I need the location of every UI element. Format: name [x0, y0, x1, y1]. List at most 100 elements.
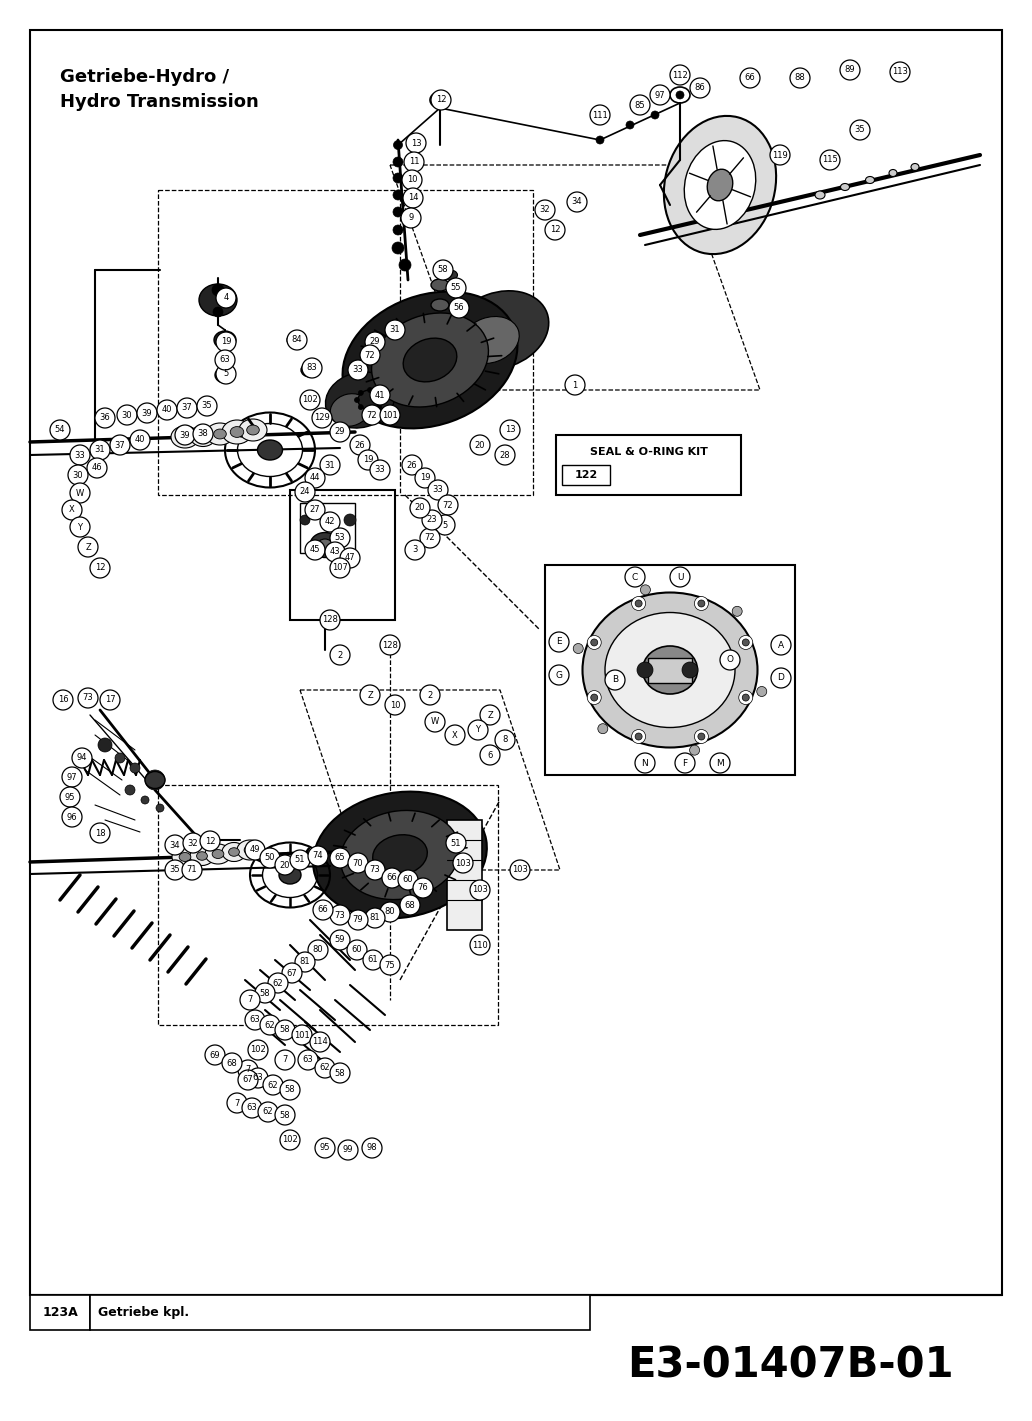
Circle shape	[445, 725, 465, 745]
Text: 20: 20	[475, 441, 485, 449]
Circle shape	[739, 635, 752, 649]
Text: 58: 58	[280, 1026, 290, 1034]
Text: Z: Z	[487, 710, 493, 719]
Ellipse shape	[343, 291, 517, 428]
Text: 107: 107	[332, 564, 348, 573]
Text: 28: 28	[499, 450, 510, 459]
Circle shape	[449, 298, 469, 318]
Circle shape	[275, 1020, 295, 1040]
Text: 20: 20	[415, 503, 425, 513]
Text: 68: 68	[405, 901, 415, 909]
Text: W: W	[76, 489, 85, 497]
Ellipse shape	[431, 279, 449, 291]
Circle shape	[215, 350, 235, 369]
Circle shape	[470, 435, 490, 455]
Text: 7: 7	[283, 1056, 288, 1064]
Circle shape	[245, 840, 265, 860]
Circle shape	[330, 905, 350, 925]
Text: 13: 13	[411, 138, 421, 148]
Text: 27: 27	[310, 506, 320, 514]
Ellipse shape	[247, 425, 259, 435]
Text: 97: 97	[654, 91, 666, 99]
Circle shape	[415, 468, 436, 487]
Circle shape	[363, 951, 383, 971]
Circle shape	[295, 482, 315, 502]
Text: 19: 19	[420, 473, 430, 483]
Circle shape	[453, 853, 473, 872]
Circle shape	[791, 68, 810, 88]
Circle shape	[268, 973, 288, 993]
Circle shape	[695, 729, 708, 743]
Text: 60: 60	[352, 945, 362, 955]
Circle shape	[393, 225, 404, 234]
Text: 65: 65	[334, 854, 346, 863]
Text: 103: 103	[472, 885, 488, 894]
Text: 34: 34	[169, 840, 181, 850]
Text: 102: 102	[250, 1046, 266, 1054]
Ellipse shape	[313, 791, 487, 918]
Ellipse shape	[214, 331, 236, 350]
Text: 95: 95	[65, 793, 75, 801]
Text: 5: 5	[443, 520, 448, 530]
Ellipse shape	[605, 612, 735, 728]
Circle shape	[98, 737, 112, 752]
Circle shape	[436, 97, 444, 104]
Circle shape	[641, 585, 650, 595]
Circle shape	[413, 878, 433, 898]
Text: 73: 73	[83, 693, 93, 702]
Circle shape	[330, 1063, 350, 1083]
Circle shape	[625, 567, 645, 587]
Circle shape	[651, 111, 659, 119]
Text: 10: 10	[390, 701, 400, 709]
Circle shape	[305, 468, 325, 487]
Circle shape	[212, 284, 224, 296]
Text: 62: 62	[267, 1080, 279, 1090]
Ellipse shape	[245, 845, 256, 854]
Circle shape	[428, 480, 448, 500]
Circle shape	[392, 242, 404, 254]
Circle shape	[330, 848, 350, 868]
Ellipse shape	[889, 169, 897, 176]
Text: A: A	[778, 641, 784, 649]
Circle shape	[330, 529, 350, 549]
Text: 39: 39	[180, 431, 190, 439]
Text: 41: 41	[375, 391, 385, 399]
Text: 23: 23	[426, 516, 438, 524]
Circle shape	[340, 549, 360, 568]
Text: 89: 89	[844, 65, 856, 74]
Text: 37: 37	[115, 441, 125, 449]
Circle shape	[382, 868, 402, 888]
Circle shape	[404, 188, 423, 207]
Circle shape	[690, 78, 710, 98]
Text: 66: 66	[745, 74, 755, 82]
Ellipse shape	[582, 593, 757, 747]
Circle shape	[590, 105, 610, 125]
Text: 12: 12	[204, 837, 216, 845]
Circle shape	[587, 635, 602, 649]
Circle shape	[590, 639, 598, 647]
Text: 111: 111	[592, 111, 608, 119]
Text: 122: 122	[575, 470, 598, 480]
Circle shape	[90, 823, 110, 843]
Circle shape	[381, 398, 386, 402]
Ellipse shape	[179, 432, 191, 442]
Ellipse shape	[840, 183, 849, 190]
Circle shape	[62, 500, 82, 520]
Circle shape	[292, 1025, 312, 1044]
Circle shape	[358, 391, 363, 395]
Circle shape	[362, 405, 382, 425]
Circle shape	[241, 1098, 262, 1118]
Text: 114: 114	[312, 1037, 328, 1046]
Circle shape	[50, 421, 70, 441]
Ellipse shape	[325, 372, 394, 428]
Circle shape	[308, 941, 328, 961]
Text: 31: 31	[95, 446, 105, 455]
Ellipse shape	[310, 533, 340, 557]
Text: 62: 62	[263, 1107, 273, 1117]
Text: 1: 1	[573, 381, 578, 389]
Text: 73: 73	[334, 911, 346, 919]
Circle shape	[670, 567, 690, 587]
Circle shape	[338, 1140, 358, 1160]
Text: 63: 63	[220, 355, 230, 365]
Text: 53: 53	[334, 533, 346, 543]
